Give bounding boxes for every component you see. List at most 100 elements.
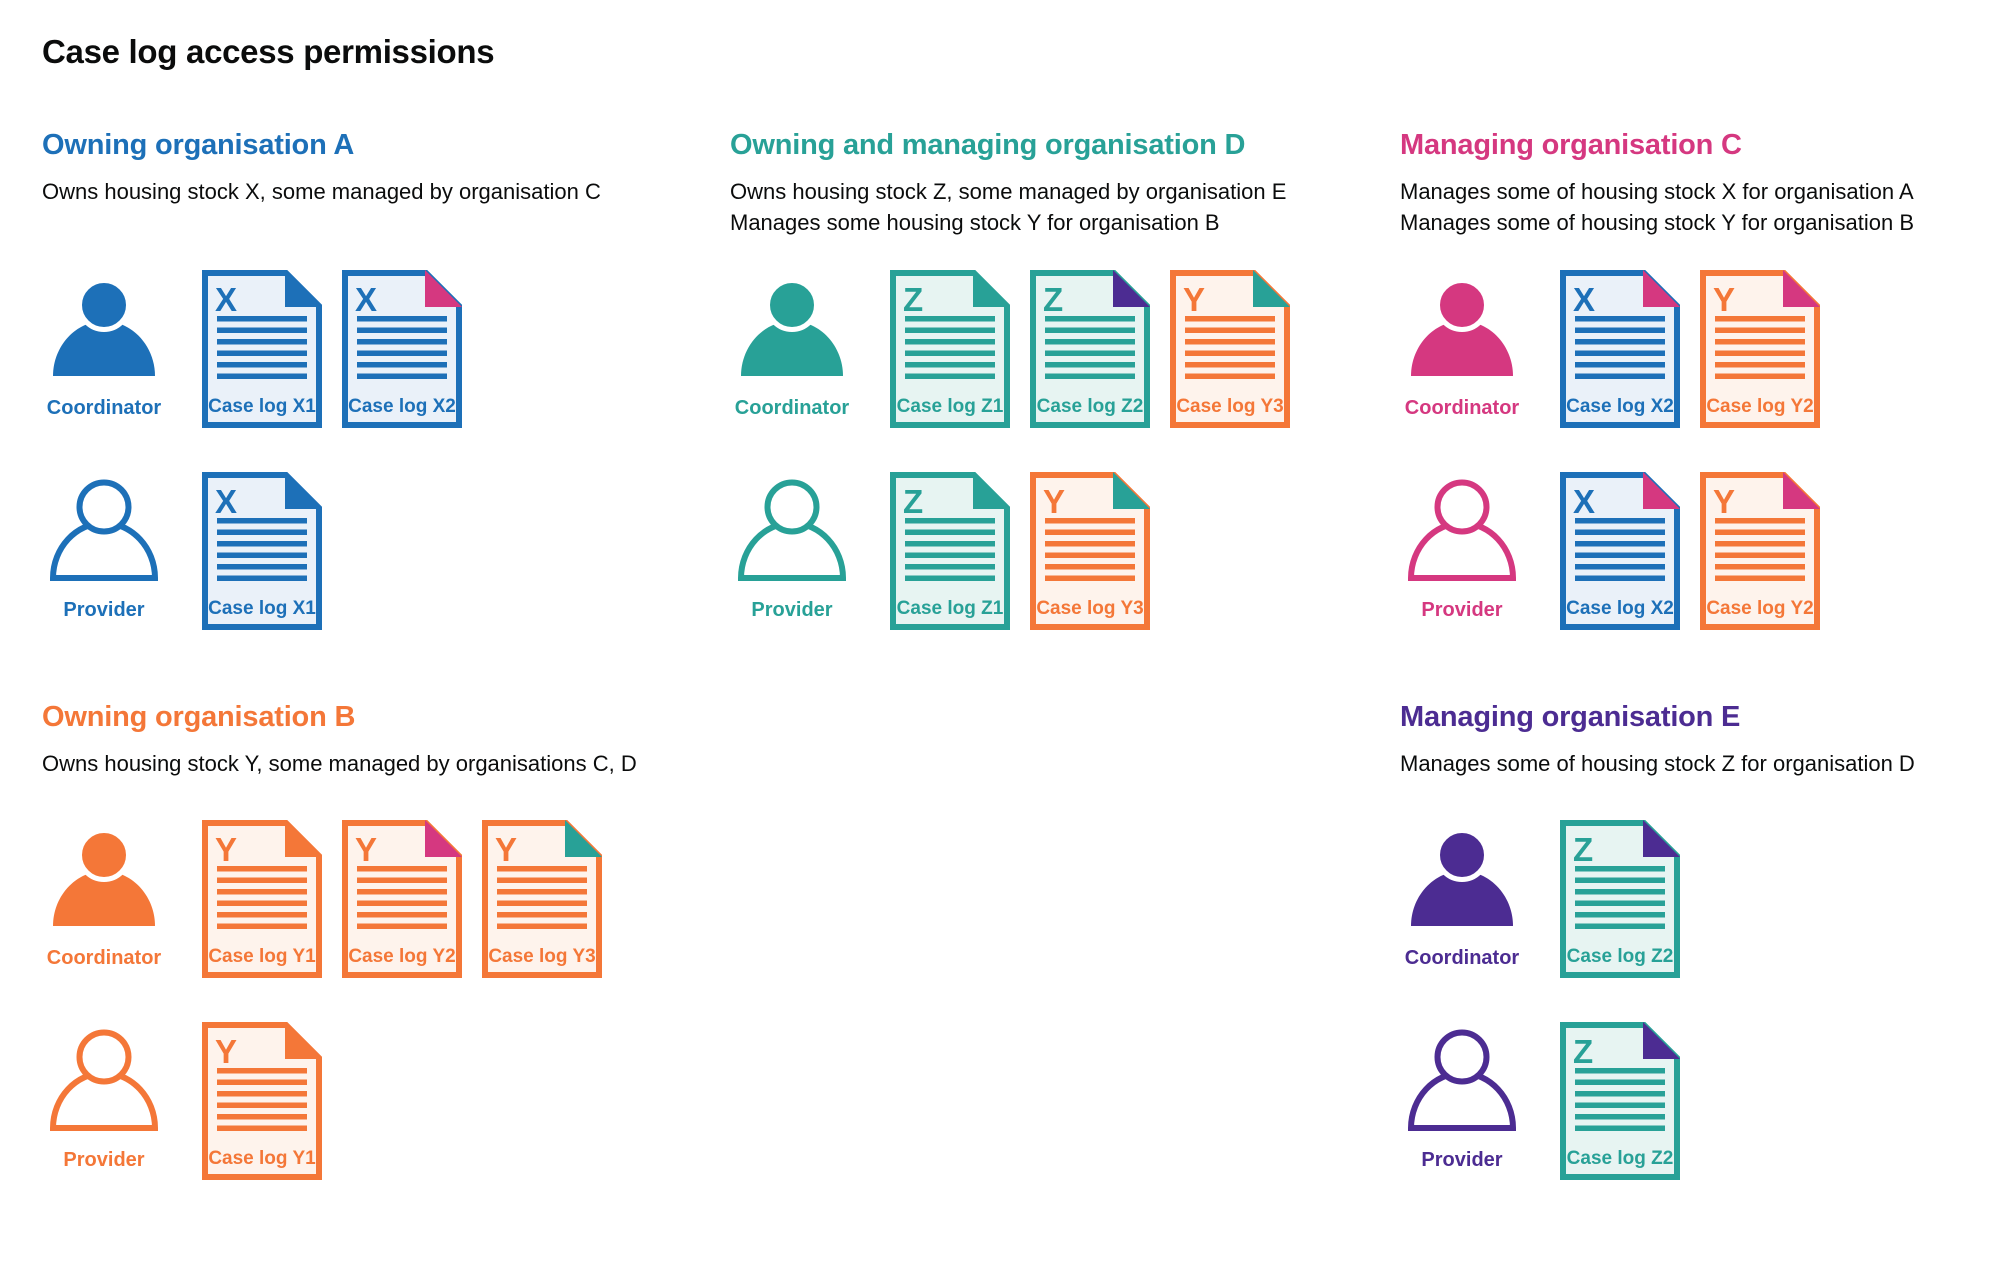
provider-person-icon	[49, 1029, 159, 1131]
stock-letter: Y	[1043, 483, 1065, 520]
case-log-label: Case log Z1	[897, 598, 1004, 619]
document-text-lines	[497, 866, 587, 929]
case-log-document: Z Case log Z1	[890, 270, 1010, 428]
org-description: Manages some of housing stock Z for orga…	[1400, 748, 2000, 792]
case-log-document: Y Case log Y2	[1700, 270, 1820, 428]
stock-letter: Y	[215, 1033, 237, 1070]
org-description: Manages some of housing stock X for orga…	[1400, 176, 2000, 242]
org-heading: Managing organisation C	[1400, 129, 1742, 161]
case-log-document: Y Case log Y2	[1700, 472, 1820, 630]
case-log-document: Y Case log Y2	[342, 820, 462, 978]
org-heading: Owning and managing organisation D	[730, 129, 1246, 161]
stock-letter: Z	[1043, 281, 1063, 318]
case-log-label: Case log X2	[1566, 396, 1674, 417]
case-log-docs: X Case log X2 Y Case log Y2	[1560, 270, 1820, 428]
folded-corner-icon	[1783, 472, 1820, 509]
permission-row: Coordinator X Case log X1	[42, 270, 730, 428]
permission-row: Provider Y Case log Y1	[42, 1022, 730, 1180]
person: Coordinator	[42, 270, 166, 420]
document-text-lines	[357, 866, 447, 929]
folded-corner-icon	[1253, 270, 1290, 307]
case-log-document: Z Case log Z1	[890, 472, 1010, 630]
case-log-label: Case log Z2	[1567, 1148, 1674, 1169]
stock-letter: Y	[1713, 281, 1735, 318]
stock-letter: X	[215, 483, 237, 520]
permission-row: Coordinator X Case log X2	[1400, 270, 2000, 428]
coordinator-person-icon	[1411, 278, 1513, 376]
document-text-lines	[1045, 518, 1135, 581]
case-log-document: Z Case log Z2	[1560, 820, 1680, 978]
permission-row: Provider X Case log X1	[42, 472, 730, 630]
folded-corner-icon	[565, 820, 602, 857]
org-rows: Coordinator Z Case log Z2 Provider	[1400, 820, 2000, 1180]
person-role-label: Provider	[751, 599, 833, 621]
case-log-docs: Y Case log Y1 Y Case log Y2	[202, 820, 602, 978]
permission-row: Provider Z Case log Z2	[1400, 1022, 2000, 1180]
document-icon: Y Case log Y3	[482, 820, 602, 978]
document-icon: X Case log X2	[1560, 472, 1680, 630]
person: Provider	[42, 1022, 166, 1172]
folded-corner-icon	[1643, 270, 1680, 307]
org-description: Owns housing stock Z, some managed by or…	[730, 176, 1400, 242]
provider-person-icon	[1407, 479, 1517, 581]
permission-row: Coordinator Z Case log Z1	[730, 270, 1400, 428]
person: Coordinator	[730, 270, 854, 420]
case-log-document: Y Case log Y3	[1030, 472, 1150, 630]
folded-corner-icon	[1643, 820, 1680, 857]
org-heading: Managing organisation E	[1400, 701, 1741, 733]
document-icon: Z Case log Z2	[1560, 1022, 1680, 1180]
org-rows: Coordinator Z Case log Z1	[730, 270, 1400, 630]
document-text-lines	[1575, 866, 1665, 929]
permission-row: Provider X Case log X2	[1400, 472, 2000, 630]
org-section-c: Managing organisation C Manages some of …	[1400, 128, 2000, 630]
folded-corner-icon	[1113, 270, 1150, 307]
case-log-docs: Z Case log Z2	[1560, 1022, 1680, 1180]
person: Coordinator	[1400, 820, 1524, 970]
coordinator-person-icon	[741, 278, 843, 376]
case-log-document: Z Case log Z2	[1030, 270, 1150, 428]
document-text-lines	[357, 316, 447, 379]
org-description-line: Owns housing stock Z, some managed by or…	[730, 179, 1287, 204]
folded-corner-icon	[973, 270, 1010, 307]
person: Provider	[1400, 472, 1524, 622]
person: Coordinator	[42, 820, 166, 970]
case-log-label: Case log Z2	[1567, 946, 1674, 967]
case-log-docs: Y Case log Y1	[202, 1022, 322, 1180]
case-log-label: Case log X1	[208, 598, 316, 619]
document-icon: Y Case log Y1	[202, 1022, 322, 1180]
case-log-label: Case log Z2	[1037, 396, 1144, 417]
case-log-label: Case log Y2	[348, 946, 455, 967]
case-log-document: Y Case log Y1	[202, 1022, 322, 1180]
folded-corner-icon	[285, 472, 322, 509]
page-title: Case log access permissions	[42, 33, 495, 70]
case-log-label: Case log X1	[208, 396, 316, 417]
folded-corner-icon	[1643, 472, 1680, 509]
permission-row: Coordinator Y Case log Y1	[42, 820, 730, 978]
org-rows: Coordinator X Case log X1	[42, 270, 730, 630]
org-description-line: Manages some of housing stock X for orga…	[1400, 179, 1914, 204]
folded-corner-icon	[425, 820, 462, 857]
case-log-docs: Z Case log Z1 Z Case log Z2	[890, 270, 1290, 428]
folded-corner-icon	[285, 820, 322, 857]
org-description: Owns housing stock X, some managed by or…	[42, 176, 730, 242]
person-role-label: Provider	[1421, 1149, 1503, 1171]
folded-corner-icon	[973, 472, 1010, 509]
case-log-docs: Z Case log Z1 Y Case log Y3	[890, 472, 1150, 630]
document-text-lines	[1575, 518, 1665, 581]
case-log-document: X Case log X2	[1560, 270, 1680, 428]
folded-corner-icon	[425, 270, 462, 307]
case-log-document: X Case log X2	[1560, 472, 1680, 630]
document-text-lines	[1715, 316, 1805, 379]
case-log-label: Case log X2	[1566, 598, 1674, 619]
document-icon: Z Case log Z1	[890, 472, 1010, 630]
case-log-document: Y Case log Y3	[1170, 270, 1290, 428]
document-text-lines	[1575, 316, 1665, 379]
person-role-label: Coordinator	[1404, 947, 1520, 969]
stock-letter: Z	[1573, 1033, 1593, 1070]
case-log-docs: X Case log X1	[202, 472, 322, 630]
org-section-a: Owning organisation A Owns housing stock…	[42, 128, 730, 630]
case-log-label: Case log Y3	[1036, 598, 1143, 619]
person-role-label: Provider	[63, 1149, 145, 1171]
org-description-line: Manages some housing stock Y for organis…	[730, 210, 1220, 235]
document-text-lines	[1045, 316, 1135, 379]
